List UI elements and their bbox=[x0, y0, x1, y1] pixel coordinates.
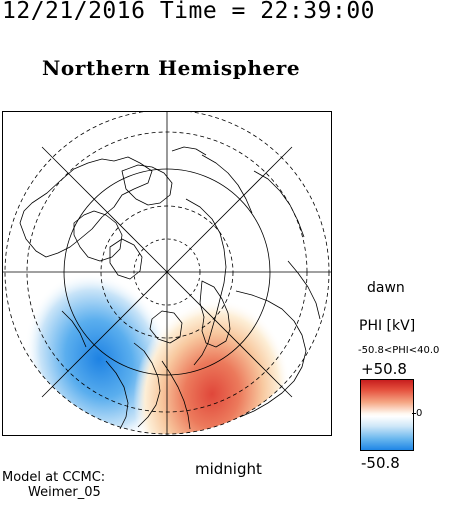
colorbar-zero-tick bbox=[412, 413, 416, 414]
colorbar-range-text: -50.8<PHI<40.0 bbox=[358, 345, 440, 356]
colorbar-min-label: -50.8 bbox=[361, 454, 400, 472]
midnight-label: midnight bbox=[195, 460, 262, 478]
colorbar-zero-label: 0 bbox=[416, 408, 423, 419]
meridian-diagonal-b bbox=[41, 146, 293, 398]
coastlines bbox=[19, 146, 321, 430]
model-name: Weimer_05 bbox=[28, 485, 101, 500]
plot-title: Northern Hemisphere bbox=[42, 56, 301, 80]
dawn-label: dawn bbox=[367, 280, 405, 296]
model-label: Model at CCMC: bbox=[2, 470, 106, 485]
colorbar-title: PHI [kV] bbox=[359, 318, 416, 334]
colorbar-max-label: +50.8 bbox=[361, 360, 407, 378]
positive-potential-cell bbox=[133, 299, 291, 434]
polar-map bbox=[2, 111, 332, 436]
timestamp-header: 12/21/2016 Time = 22:39:00 bbox=[2, 0, 376, 24]
colorbar bbox=[360, 379, 414, 451]
